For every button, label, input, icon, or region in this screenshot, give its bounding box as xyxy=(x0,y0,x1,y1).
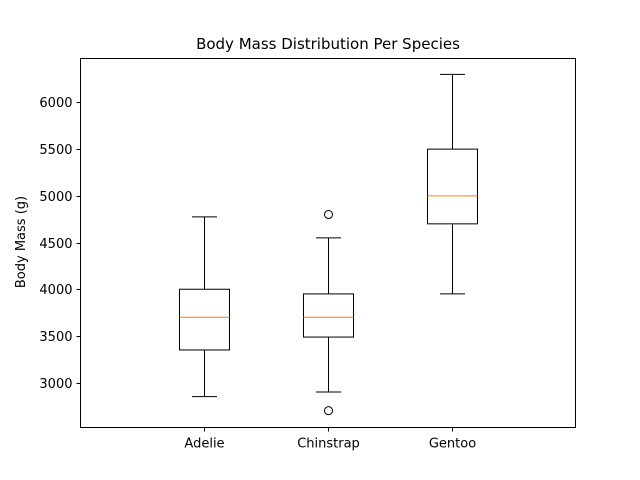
chart-title: Body Mass Distribution Per Species xyxy=(196,35,460,53)
box-adelie xyxy=(179,288,230,351)
x-tick-label-adelie: Adelie xyxy=(184,437,224,452)
plot-area: 3000 3500 4000 4500 5000 5500 6000 Adelie Chinst… xyxy=(39,73,478,452)
box-chinstrap xyxy=(303,293,354,338)
y-tick-label-3000: 3000 xyxy=(39,377,72,392)
box-gentoo xyxy=(427,148,478,225)
x-tick-label-chinstrap: Chinstrap xyxy=(297,437,360,452)
y-tick-label-6000: 6000 xyxy=(39,96,72,111)
y-tick-label-5000: 5000 xyxy=(39,190,72,205)
y-tick-label-3500: 3500 xyxy=(39,330,72,345)
outlier-chinstrap-0 xyxy=(324,210,333,220)
y-tick-label-4500: 4500 xyxy=(39,237,72,252)
outlier-chinstrap-1 xyxy=(324,406,333,416)
plot-frame xyxy=(80,58,576,428)
y-tick-label-5500: 5500 xyxy=(39,143,72,158)
y-axis-label: Body Mass (g) xyxy=(14,196,29,288)
y-tick-label-4000: 4000 xyxy=(39,283,72,298)
x-tick-label-gentoo: Gentoo xyxy=(429,437,476,452)
